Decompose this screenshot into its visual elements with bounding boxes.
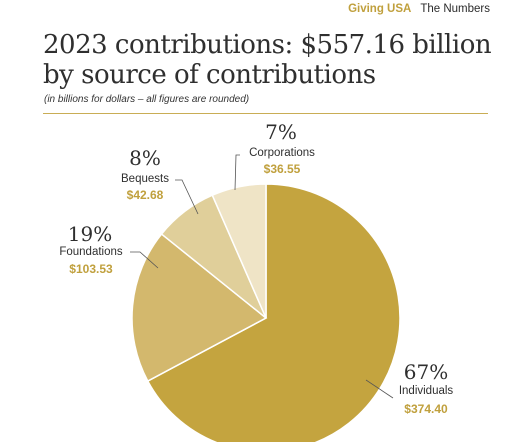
slice-percent-individuals: 67% — [403, 360, 449, 384]
pie-slice-corporations — [211, 183, 267, 319]
pie-slice-foundations — [131, 232, 268, 383]
slice-percent-corporations: 7% — [265, 120, 297, 144]
slice-label-bequests: Bequests — [121, 173, 169, 185]
slice-value-foundations: $103.53 — [69, 262, 113, 276]
pie-slice-individuals — [146, 183, 401, 442]
leader-line-bequests — [175, 179, 199, 215]
chart-subtitle: (in billions for dollars – all figures a… — [44, 94, 250, 105]
slice-value-individuals: $374.40 — [404, 402, 448, 416]
brand-org: Giving USA — [348, 3, 412, 15]
slice-percent-foundations: 19% — [67, 222, 113, 246]
slice-value-bequests: $42.68 — [126, 188, 164, 202]
title-divider — [43, 113, 488, 114]
slice-label-individuals: Individuals — [398, 385, 454, 397]
slice-percent-bequests: 8% — [129, 146, 161, 170]
brand-header: Giving USA The Numbers — [348, 3, 490, 15]
leader-line-individuals — [365, 379, 394, 399]
slice-value-corporations: $36.55 — [263, 162, 301, 176]
chart-title: 2023 contributions: $557.16 billion by s… — [43, 30, 492, 90]
slice-label-foundations: Foundations — [59, 246, 123, 258]
brand-section: The Numbers — [420, 3, 490, 15]
leader-line-corporations — [234, 154, 240, 191]
slice-label-corporations: Corporations — [249, 147, 315, 159]
leader-line-foundations — [130, 251, 159, 269]
